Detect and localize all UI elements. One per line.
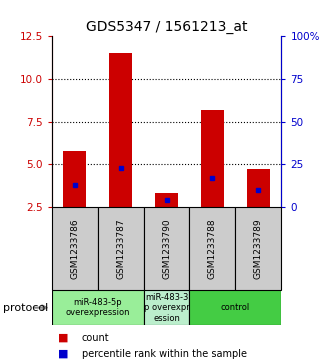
Bar <box>235 207 281 290</box>
Bar <box>52 207 98 290</box>
Bar <box>109 53 132 207</box>
Bar <box>201 110 224 207</box>
Bar <box>189 290 281 325</box>
Bar <box>144 290 189 325</box>
Text: GSM1233787: GSM1233787 <box>116 218 125 279</box>
Text: percentile rank within the sample: percentile rank within the sample <box>82 349 246 359</box>
Bar <box>144 207 189 290</box>
Text: GSM1233789: GSM1233789 <box>254 218 263 279</box>
Bar <box>52 290 144 325</box>
Text: miR-483-5p
overexpression: miR-483-5p overexpression <box>65 298 130 317</box>
Title: GDS5347 / 1561213_at: GDS5347 / 1561213_at <box>86 20 247 34</box>
Bar <box>155 193 178 207</box>
Text: GSM1233786: GSM1233786 <box>70 218 79 279</box>
Text: GSM1233788: GSM1233788 <box>208 218 217 279</box>
Text: count: count <box>82 333 109 343</box>
Bar <box>98 207 144 290</box>
Text: ■: ■ <box>58 349 69 359</box>
Bar <box>63 151 86 207</box>
Bar <box>247 170 270 207</box>
Text: protocol: protocol <box>3 303 49 313</box>
Bar <box>189 207 235 290</box>
Text: ■: ■ <box>58 333 69 343</box>
Text: GSM1233790: GSM1233790 <box>162 218 171 279</box>
Text: control: control <box>221 303 250 312</box>
Text: miR-483-3
p overexpr
ession: miR-483-3 p overexpr ession <box>144 293 189 323</box>
